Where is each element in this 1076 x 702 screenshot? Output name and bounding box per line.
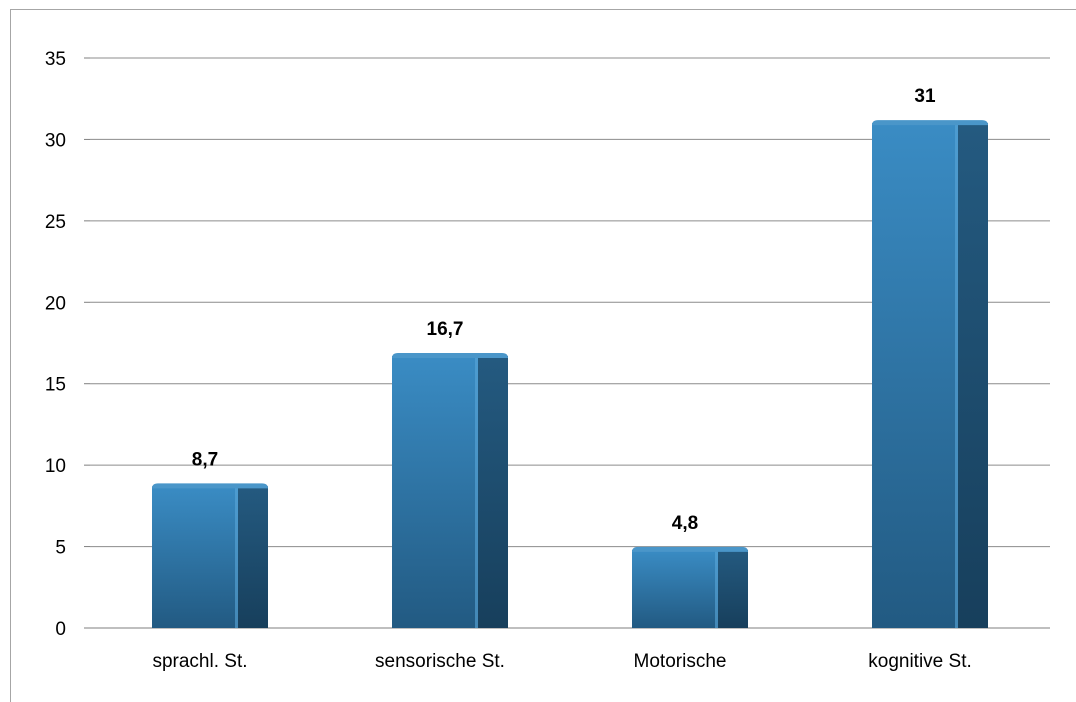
x-tick-label: sensorische St. (375, 651, 505, 672)
bar-front (632, 549, 718, 628)
y-tick-label: 30 (45, 130, 66, 151)
bar-edge (715, 549, 718, 628)
x-tick-label: Motorische (634, 651, 727, 672)
bar-top (872, 120, 988, 126)
bar (632, 546, 748, 628)
bar-edge (235, 486, 238, 628)
bar-top (392, 353, 508, 359)
data-label: 31 (914, 86, 936, 107)
labels: 0 5 10 15 20 25 30 35 8,7 sprachl. St. 16,7 sensori… (45, 49, 972, 672)
y-tick-label: 0 (55, 619, 66, 640)
x-tick-label: sprachl. St. (152, 651, 247, 672)
bar-front (392, 356, 478, 628)
bar-top (152, 483, 268, 489)
data-label: 8,7 (192, 449, 218, 470)
y-tick-label: 5 (55, 538, 66, 559)
bar (152, 483, 268, 628)
bar-front (872, 123, 958, 629)
y-tick-label: 25 (45, 212, 66, 233)
bar-side (718, 549, 748, 628)
data-label: 4,8 (672, 513, 698, 534)
bar-side (958, 123, 988, 629)
bar (872, 120, 988, 629)
bar (392, 353, 508, 628)
data-label: 16,7 (427, 319, 464, 340)
x-tick-label: kognitive St. (868, 651, 972, 672)
y-tick-label: 20 (45, 293, 66, 314)
bar-top (632, 546, 748, 552)
bar-front (152, 486, 238, 628)
bar-edge (475, 356, 478, 628)
bar-side (238, 486, 268, 628)
bar-side (478, 356, 508, 628)
y-tick-label: 35 (45, 49, 66, 70)
bars (152, 120, 988, 629)
bar-edge (955, 123, 958, 629)
y-tick-label: 15 (45, 375, 66, 396)
y-tick-label: 10 (45, 456, 66, 477)
chart-frame (10, 9, 1076, 702)
